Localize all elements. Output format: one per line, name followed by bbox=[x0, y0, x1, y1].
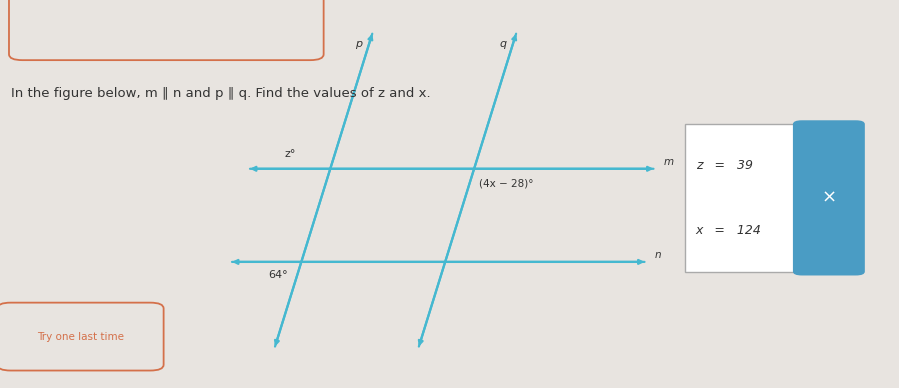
Text: z°: z° bbox=[284, 149, 296, 159]
Text: q: q bbox=[499, 39, 506, 49]
FancyBboxPatch shape bbox=[0, 303, 164, 371]
Text: Try one last time: Try one last time bbox=[37, 332, 124, 341]
Text: x   =   124: x = 124 bbox=[696, 224, 761, 237]
Text: n: n bbox=[654, 250, 661, 260]
Text: 64°: 64° bbox=[268, 270, 288, 280]
Text: ×: × bbox=[822, 189, 836, 207]
FancyBboxPatch shape bbox=[9, 0, 324, 60]
FancyBboxPatch shape bbox=[793, 120, 865, 275]
Text: p: p bbox=[355, 39, 362, 49]
FancyBboxPatch shape bbox=[685, 124, 797, 272]
Text: In the figure below, m ∥ n and p ∥ q. Find the values of z and x.: In the figure below, m ∥ n and p ∥ q. Fi… bbox=[11, 87, 431, 100]
Text: m: m bbox=[663, 157, 673, 167]
Text: z   =   39: z = 39 bbox=[696, 159, 752, 172]
Text: (4x − 28)°: (4x − 28)° bbox=[478, 178, 533, 189]
